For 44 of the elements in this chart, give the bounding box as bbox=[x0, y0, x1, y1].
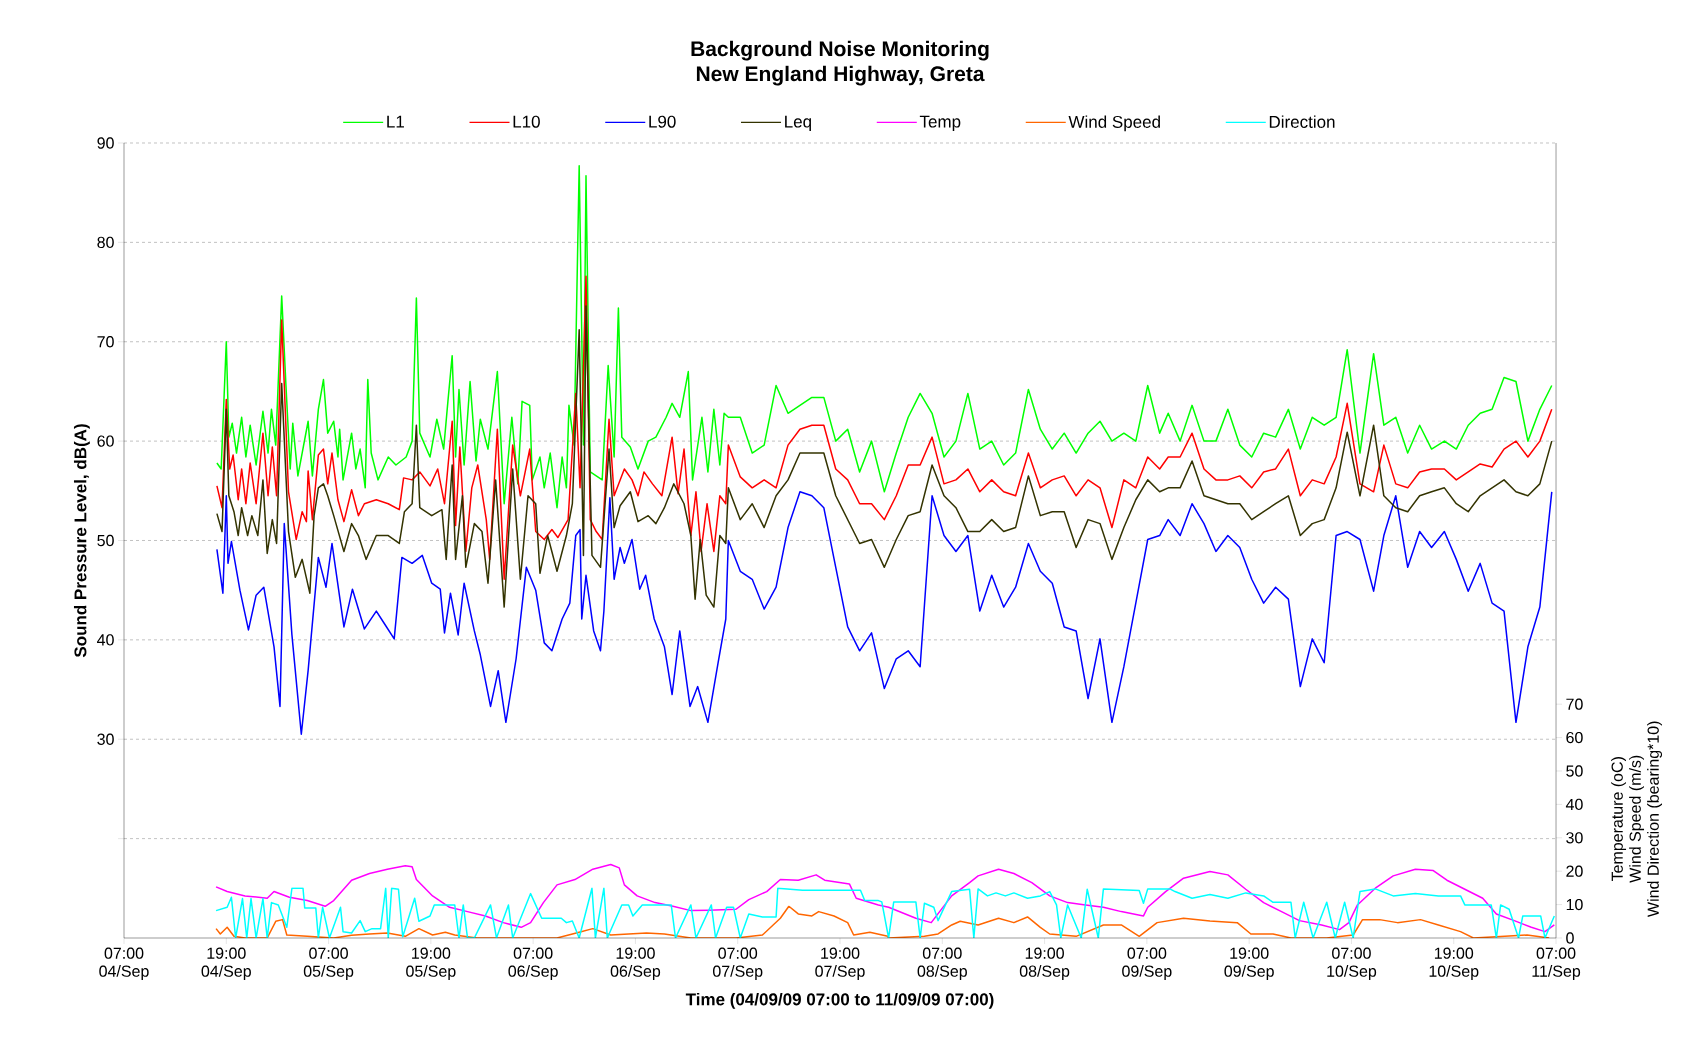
y2-tick-label: 40 bbox=[1565, 798, 1583, 811]
y-tick-label: 60 bbox=[97, 435, 114, 447]
y2-tick-label: 30 bbox=[1566, 832, 1583, 844]
x-tick-label: 19:00 08/Sep bbox=[1019, 947, 1070, 981]
y2-tick-label: 50 bbox=[1566, 765, 1583, 777]
y2-tick-label: 0 bbox=[1566, 932, 1574, 944]
legend-label: L90 bbox=[649, 115, 676, 128]
legend-label: Direction bbox=[1269, 115, 1335, 128]
chart-title: Background Noise Monitoring bbox=[691, 40, 989, 61]
y-tick-label: 50 bbox=[97, 534, 114, 547]
legend-label: L1 bbox=[387, 115, 404, 128]
y-axis-title: Sound Pressure Level, dB(A) bbox=[73, 424, 90, 658]
legend-label: Leq bbox=[785, 115, 811, 131]
chart-subtitle: New England Highway, Greta bbox=[696, 65, 985, 86]
text: Temperature (oC) bbox=[1611, 757, 1627, 882]
x-tick-label: 07:00 04/Sep bbox=[99, 947, 149, 981]
y-tick-label: 40 bbox=[97, 634, 114, 646]
text: Wind Direction (bearing*10) bbox=[1647, 721, 1663, 917]
x-tick-label: 07:00 09/Sep bbox=[1122, 947, 1172, 981]
legend-label: Temp bbox=[919, 115, 961, 131]
y-tick-label: 70 bbox=[97, 336, 114, 348]
x-axis-title: Time (04/09/09 07:00 to 11/09/09 07:00) bbox=[685, 992, 994, 1009]
y2-tick-label: 70 bbox=[1566, 698, 1583, 710]
x-tick-label: 07:00 10/Sep bbox=[1327, 947, 1377, 981]
y-tick-label: 80 bbox=[97, 236, 114, 249]
y-tick-label: 90 bbox=[97, 137, 114, 149]
x-tick-label: 19:00 10/Sep bbox=[1429, 947, 1479, 981]
x-tick-label: 07:00 08/Sep bbox=[917, 947, 967, 981]
x-tick-label: 19:00 05/Sep bbox=[406, 947, 456, 981]
y-tick-label: 30 bbox=[97, 733, 114, 745]
legend-label: Wind Speed bbox=[1068, 115, 1160, 132]
x-tick-label: 19:00 04/Sep bbox=[201, 947, 251, 981]
y2-tick-label: 60 bbox=[1566, 731, 1583, 744]
x-tick-label: 07:00 05/Sep bbox=[303, 947, 354, 981]
x-tick-label: 19:00 07/Sep bbox=[815, 947, 865, 981]
y2-tick-label: 10 bbox=[1566, 898, 1583, 911]
legend-label: L10 bbox=[513, 115, 540, 128]
x-tick-label: 19:00 06/Sep bbox=[610, 947, 661, 981]
x-tick-label: 07:00 11/Sep bbox=[1532, 947, 1581, 981]
x-tick-label: 07:00 06/Sep bbox=[508, 947, 558, 981]
x-tick-label: 19:00 09/Sep bbox=[1224, 947, 1274, 981]
text: Wind Speed (m/s) bbox=[1629, 755, 1645, 883]
x-tick-label: 07:00 07/Sep bbox=[713, 947, 763, 981]
y2-tick-label: 20 bbox=[1566, 865, 1583, 877]
